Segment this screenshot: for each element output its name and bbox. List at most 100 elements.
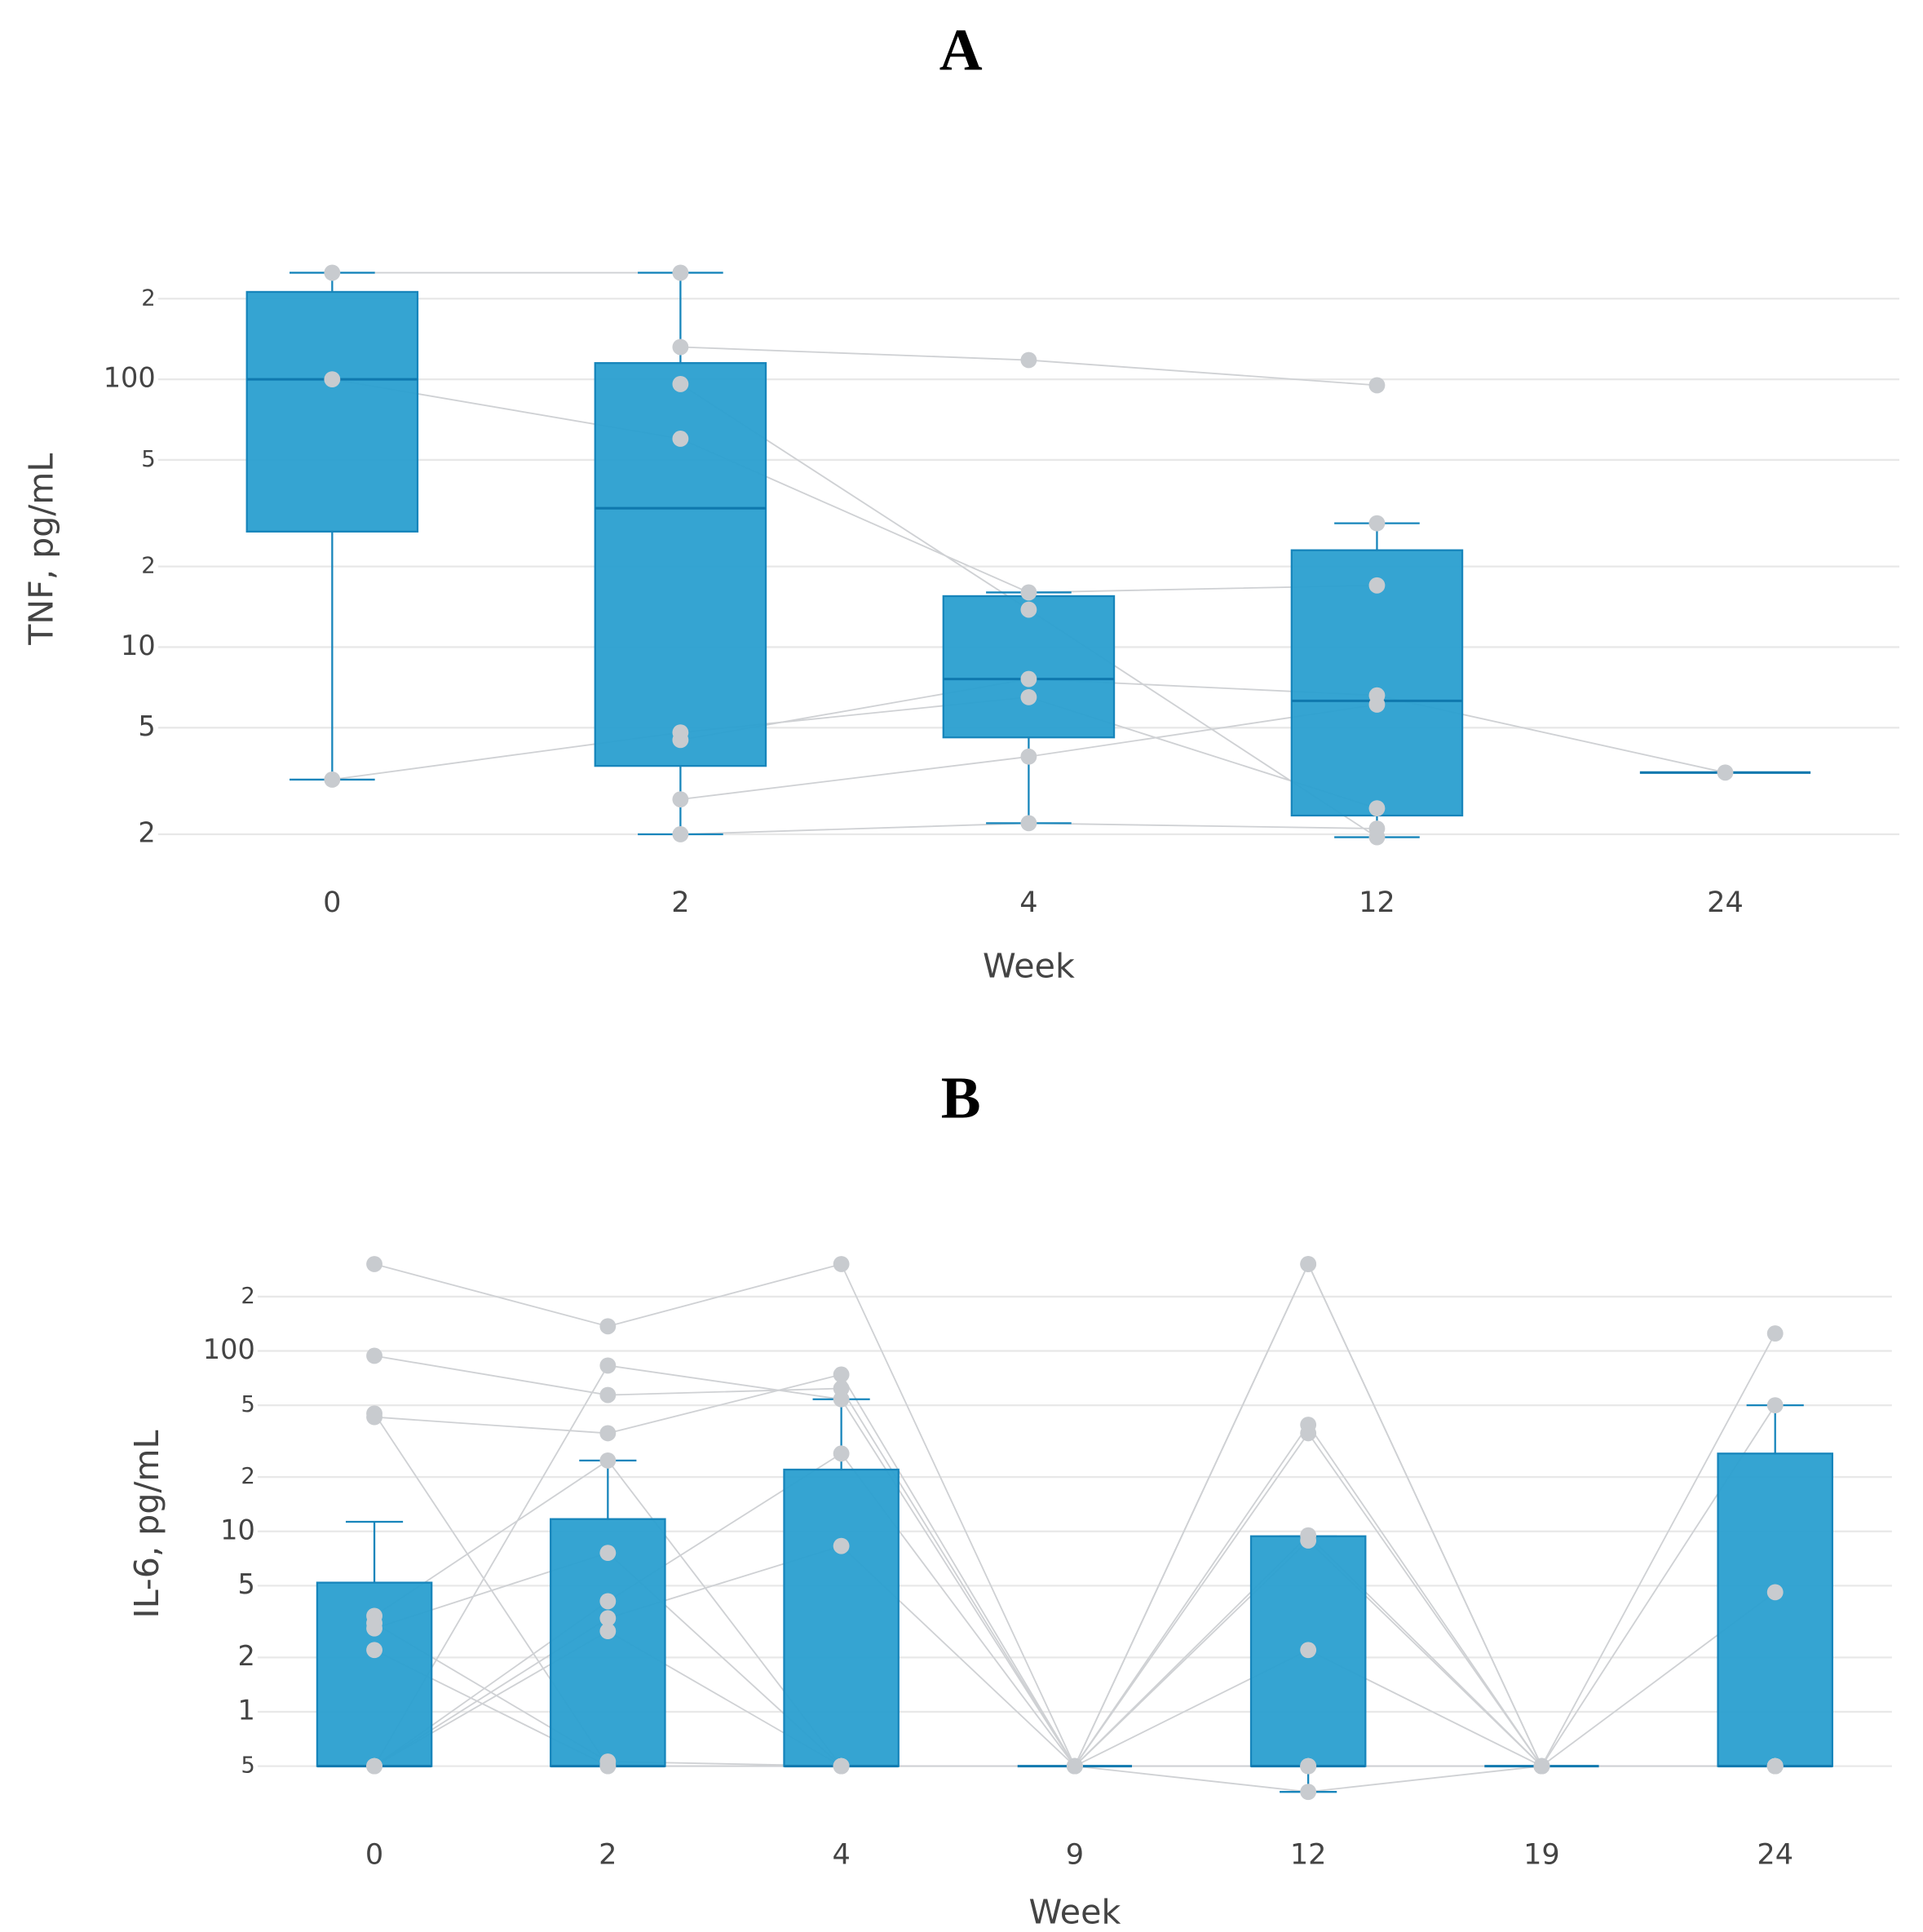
data-point xyxy=(599,1757,617,1775)
data-point xyxy=(599,1386,617,1404)
y-tick-label: 10 xyxy=(220,1514,255,1545)
subject-line xyxy=(680,678,1726,774)
data-point xyxy=(672,791,689,808)
data-point xyxy=(833,1445,850,1462)
data-point xyxy=(1766,1397,1784,1414)
data-point xyxy=(1766,1757,1784,1775)
x-tick-label: 0 xyxy=(323,886,341,919)
x-tick-label: 19 xyxy=(1523,1838,1560,1872)
data-point xyxy=(599,1452,617,1469)
data-point xyxy=(672,431,689,447)
y-axis-title: TNF, pg/mL xyxy=(21,453,60,646)
data-point xyxy=(1066,1757,1083,1775)
data-point xyxy=(1533,1757,1550,1775)
subject-line xyxy=(332,378,1377,594)
data-point xyxy=(672,826,689,842)
y-tick-label: 2 xyxy=(138,816,155,848)
x-tick-label: 24 xyxy=(1757,1838,1793,1872)
y-tick-label: 100 xyxy=(203,1333,255,1365)
box xyxy=(245,290,419,533)
y-tick-label: 5 xyxy=(141,447,155,472)
y-tick-label: 2 xyxy=(141,554,155,579)
y-tick-label: 100 xyxy=(104,362,156,394)
data-point xyxy=(366,1642,382,1659)
data-point xyxy=(366,1347,382,1364)
data-point xyxy=(1368,696,1386,713)
data-point xyxy=(366,1620,382,1637)
box xyxy=(783,1468,900,1767)
data-point xyxy=(366,1757,382,1775)
data-point xyxy=(833,1537,850,1554)
panel-title: A xyxy=(939,17,983,83)
x-tick-label: 2 xyxy=(599,1838,617,1872)
x-axis-title: Week xyxy=(1028,1892,1121,1931)
y-tick-label: 5 xyxy=(238,1568,255,1600)
data-point xyxy=(1020,351,1037,369)
data-point xyxy=(1020,815,1037,832)
data-point xyxy=(1368,577,1386,594)
data-point xyxy=(1020,688,1037,705)
x-tick-label: 4 xyxy=(1019,886,1037,919)
data-point xyxy=(1020,748,1037,765)
data-point xyxy=(672,264,689,281)
data-point xyxy=(599,1357,617,1374)
subject-line xyxy=(332,696,1377,810)
box xyxy=(1290,549,1464,817)
data-point xyxy=(1368,820,1386,837)
data-point xyxy=(1020,601,1037,618)
y-tick-label: 2 xyxy=(141,285,155,311)
data-point xyxy=(672,376,689,392)
y-tick-label: 2 xyxy=(241,1284,254,1309)
data-point xyxy=(599,1623,617,1639)
y-tick-label: 2 xyxy=(241,1464,254,1489)
data-point xyxy=(599,1318,617,1335)
x-tick-label: 2 xyxy=(671,886,689,919)
data-point xyxy=(599,1545,617,1562)
data-point xyxy=(833,1757,850,1775)
data-point xyxy=(1368,515,1386,532)
panel-title: B xyxy=(941,1065,981,1131)
data-point xyxy=(1300,1757,1317,1775)
data-point xyxy=(833,1256,850,1272)
data-point xyxy=(1020,670,1037,687)
y-tick-label: 5 xyxy=(241,1753,254,1779)
data-point xyxy=(1300,1642,1317,1659)
data-point xyxy=(324,371,341,388)
data-point xyxy=(1368,377,1386,394)
y-tick-label: 10 xyxy=(121,630,156,661)
y-axis-title: IL-6, pg/mL xyxy=(127,1430,166,1619)
data-point xyxy=(1300,1784,1317,1801)
data-point xyxy=(324,264,341,281)
data-point xyxy=(324,771,341,788)
box xyxy=(594,362,767,767)
x-axis-title: Week xyxy=(983,947,1075,986)
data-point xyxy=(1300,1532,1317,1549)
data-point xyxy=(1717,764,1734,781)
x-tick-label: 9 xyxy=(1066,1838,1084,1872)
x-tick-label: 12 xyxy=(1290,1838,1327,1872)
x-tick-label: 4 xyxy=(832,1838,850,1872)
data-point xyxy=(1368,800,1386,817)
x-tick-label: 12 xyxy=(1359,886,1395,919)
data-point xyxy=(599,1425,617,1442)
x-tick-label: 24 xyxy=(1707,886,1744,919)
data-point xyxy=(672,732,689,749)
y-tick-label: 5 xyxy=(241,1392,254,1417)
data-point xyxy=(599,1610,617,1627)
data-point xyxy=(366,1408,382,1426)
box xyxy=(1717,1452,1833,1767)
data-point xyxy=(1766,1584,1784,1601)
data-point xyxy=(1300,1256,1317,1272)
data-point xyxy=(1020,584,1037,601)
x-tick-label: 0 xyxy=(365,1838,383,1872)
box xyxy=(942,595,1116,739)
y-tick-label: 5 xyxy=(138,710,155,742)
data-point xyxy=(599,1593,617,1610)
data-point xyxy=(366,1256,382,1272)
data-point xyxy=(1300,1425,1317,1442)
data-point xyxy=(672,338,689,356)
data-point xyxy=(1766,1325,1784,1342)
